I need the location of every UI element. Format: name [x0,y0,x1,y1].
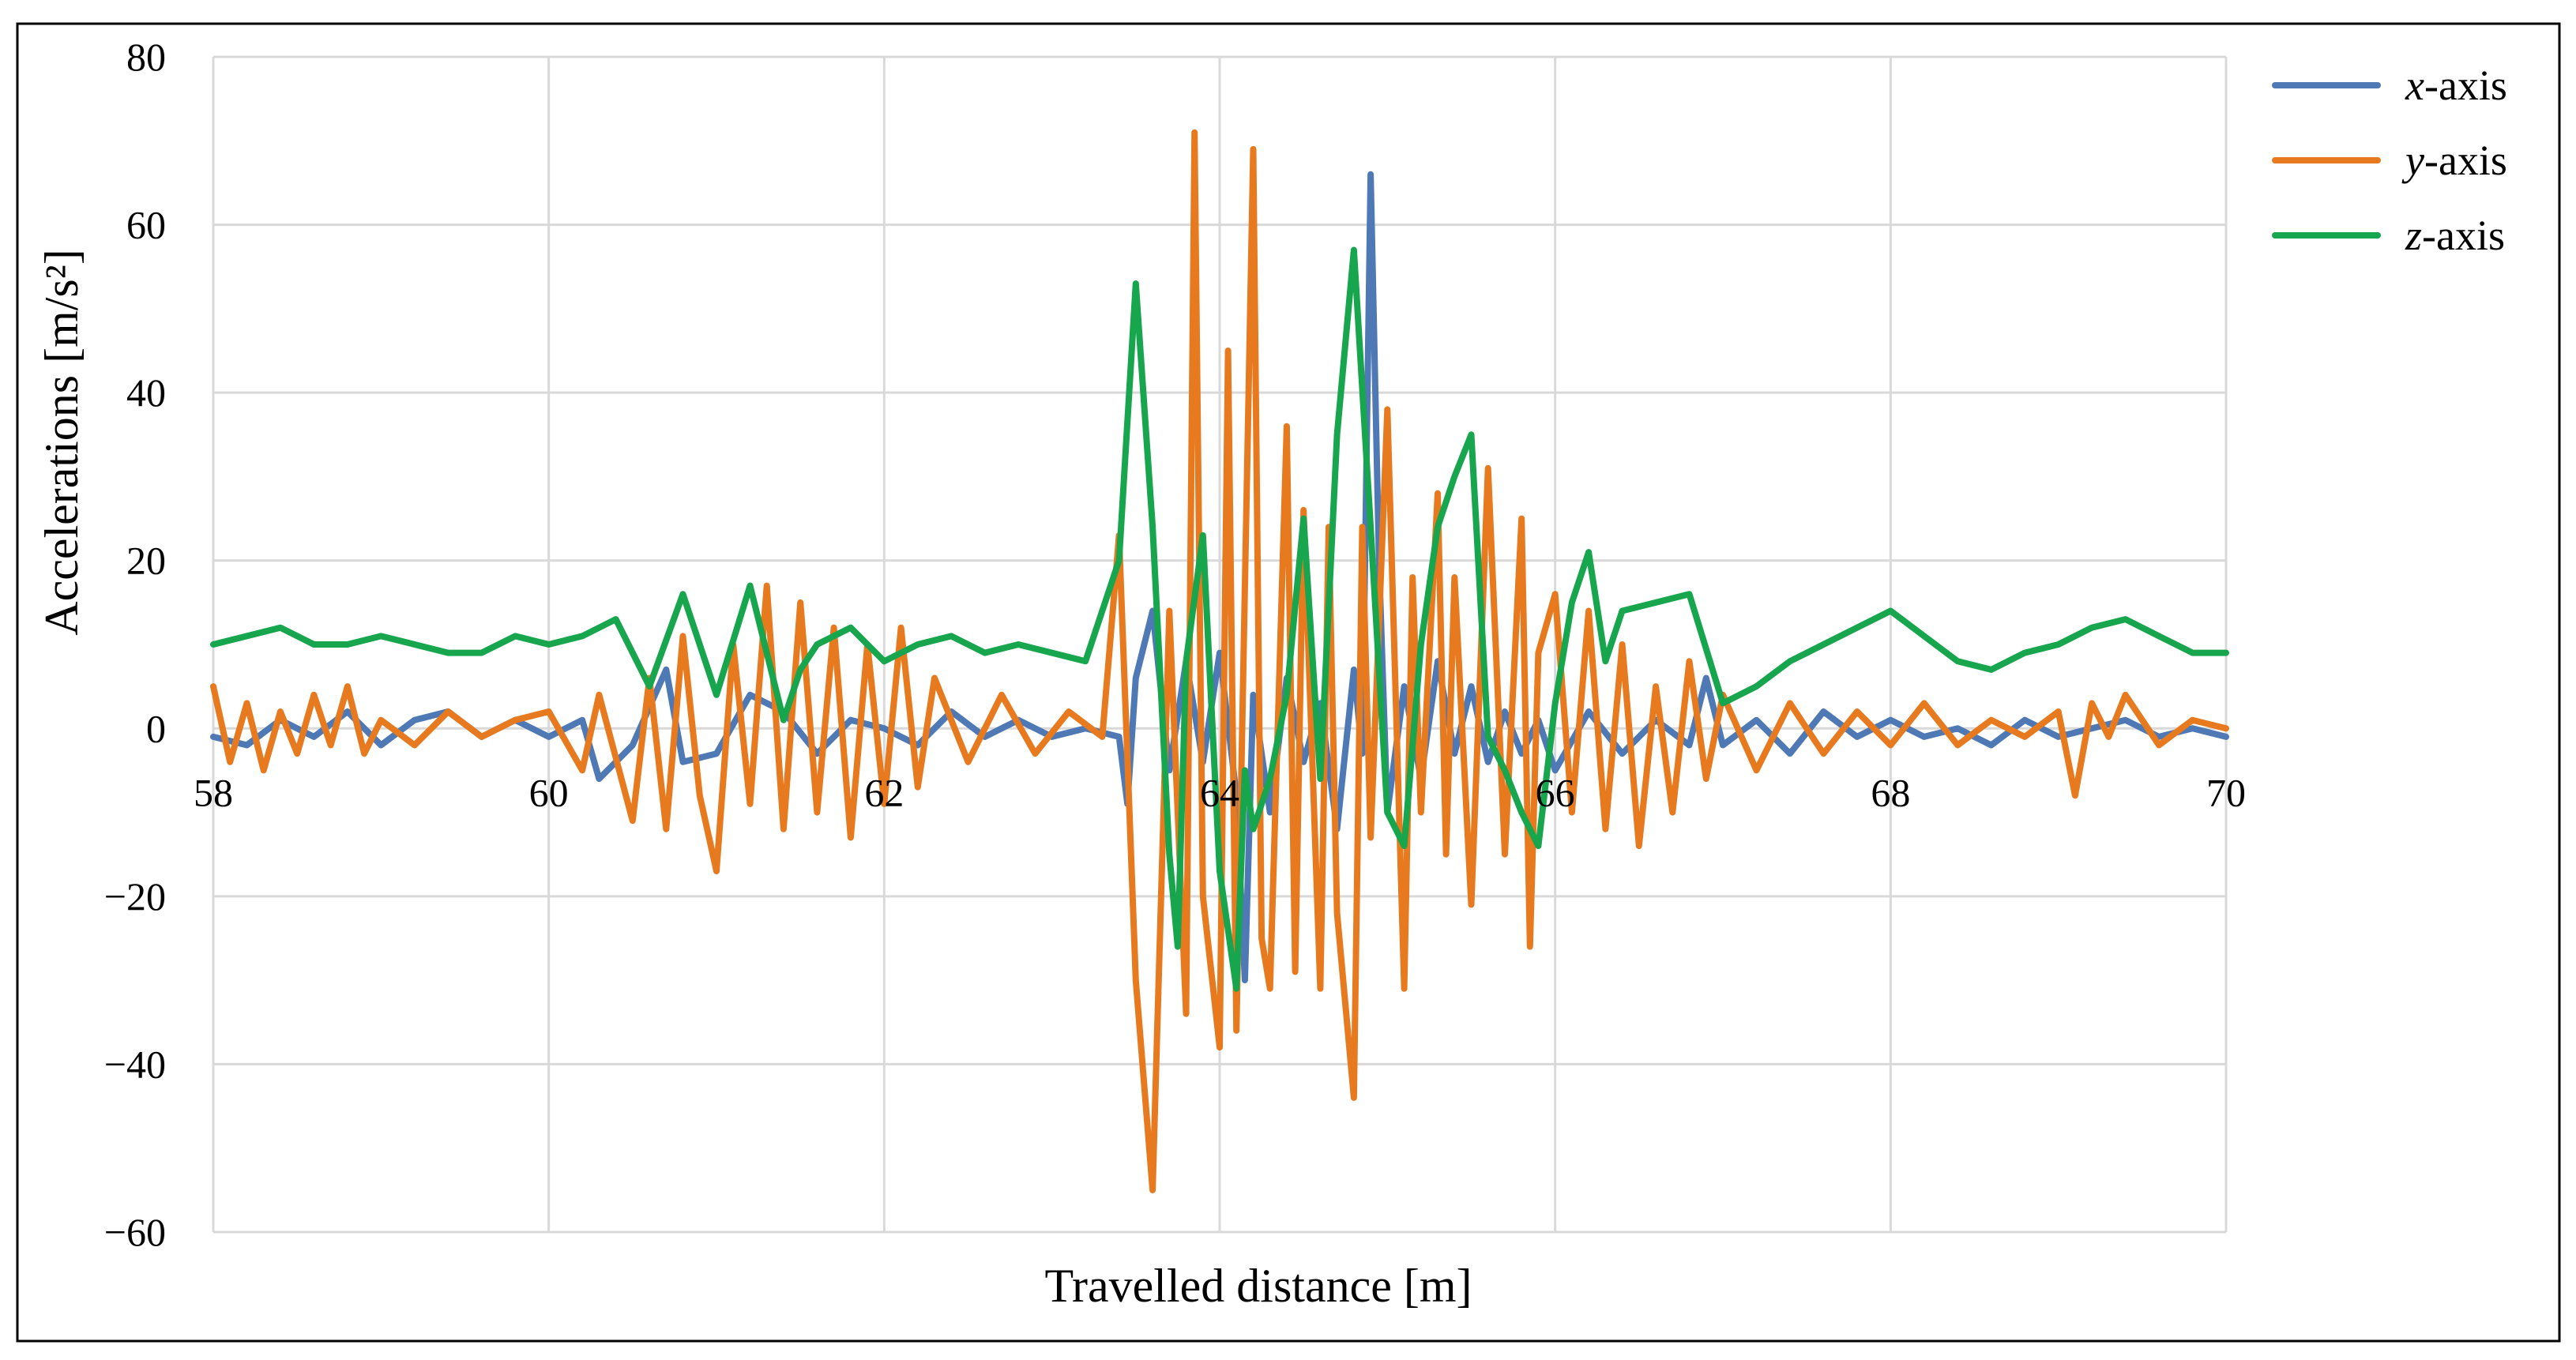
y-tick-label: −60 [104,1210,166,1254]
legend-suffix: -axis [2424,137,2507,184]
y-tick-label: 80 [126,35,166,79]
legend-suffix: -axis [2422,212,2505,259]
legend-item-x-axis: x-axis [2272,62,2507,109]
legend-item-z-axis: z-axis [2272,212,2505,259]
legend-label: y-axis [2401,137,2507,184]
legend-item-y-axis: y-axis [2272,137,2507,184]
legend-suffix: -axis [2424,62,2507,109]
series-lines [210,129,2229,1193]
x-tick-label: 62 [864,770,904,814]
y-tick-label: 60 [126,203,166,247]
y-tick-label: −40 [104,1042,166,1086]
legend-variable: z [2405,212,2422,259]
x-tick-label: 64 [1200,770,1239,814]
series-line-y-axis [210,129,2229,1193]
series-line-z-axis [210,246,2229,992]
x-tick-label: 60 [529,770,569,814]
legend-label: x-axis [2405,62,2507,109]
y-tick-label: −20 [104,874,166,919]
x-tick-labels: 58 60 62 64 66 68 70 [194,770,2246,814]
legend-label: z-axis [2405,212,2505,259]
legend-variable: y [2401,137,2424,184]
x-tick-label: 68 [1871,770,1910,814]
y-tick-label: 20 [126,539,166,583]
y-axis-title: Accelerations [m/s²] [36,249,88,635]
x-axis-title: Travelled distance [m] [1045,1260,1472,1312]
y-tick-label: 40 [126,370,166,415]
y-tick-label: 0 [146,706,166,750]
x-tick-label: 70 [2206,770,2246,814]
x-tick-label: 58 [194,770,233,814]
y-tick-labels: 80 60 40 20 0 −20 −40 −60 [104,35,166,1254]
x-tick-label: 66 [1536,770,1575,814]
legend-variable: x [2405,62,2424,109]
